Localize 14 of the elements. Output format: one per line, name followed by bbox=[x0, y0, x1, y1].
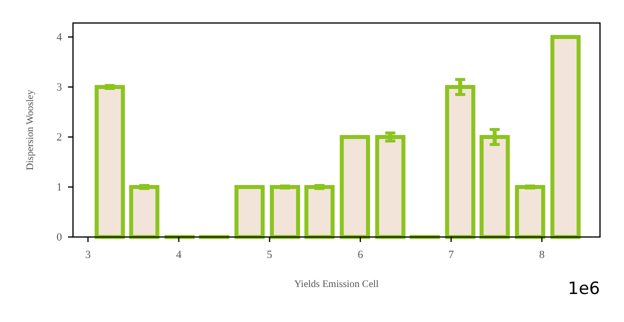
text: 1e6 bbox=[568, 279, 600, 299]
x-tick-label: 8 bbox=[539, 248, 546, 261]
y-axis-title: Dispersion Woosley bbox=[25, 90, 36, 170]
y-tick-label: 2 bbox=[56, 132, 62, 144]
y-tick-label: 3 bbox=[56, 82, 62, 94]
x-tick-label: 3 bbox=[85, 248, 92, 261]
y-tick-label: 4 bbox=[56, 32, 62, 44]
x-tick-label: 5 bbox=[266, 248, 273, 261]
x-tick-label: 7 bbox=[448, 248, 454, 261]
x-tick-label: 6 bbox=[358, 248, 364, 261]
y-tick-label: 1 bbox=[56, 182, 62, 194]
x-tick-label: 4 bbox=[176, 248, 182, 261]
x-axis-title: Yields Emission Cell bbox=[294, 279, 379, 290]
y-tick-label: 0 bbox=[56, 232, 62, 244]
